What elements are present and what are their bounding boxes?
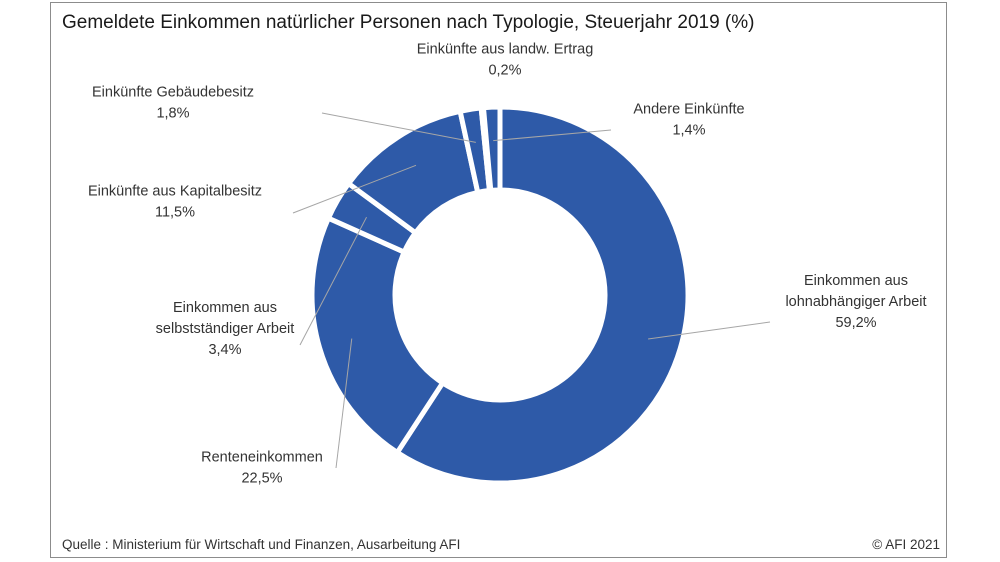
slice-label-3: Einkünfte aus Kapitalbesitz — [88, 184, 262, 200]
leader-line-6 — [493, 129, 612, 142]
data-label-4: 1,8% — [156, 106, 189, 122]
data-label-3: 11,5% — [155, 205, 195, 221]
slice-label-0: lohnabhängiger Arbeit — [785, 294, 926, 310]
slice-label-1: Renteneinkommen — [201, 450, 323, 466]
chart-title: Gemeldete Einkommen natürlicher Personen… — [62, 12, 755, 33]
data-label-2: 3,4% — [208, 342, 241, 358]
slice-label-2: selbstständiger Arbeit — [156, 321, 295, 337]
data-label-6: 1,4% — [672, 123, 705, 139]
copyright-note: © AFI 2021 — [872, 537, 940, 552]
slice-0 — [393, 104, 691, 486]
slice-label-5: Einkünfte aus landw. Ertrag — [417, 42, 594, 58]
slice-label-6: Andere Einkünfte — [633, 102, 744, 118]
leader-line-2 — [299, 216, 367, 346]
data-label-5: 0,2% — [488, 63, 521, 79]
slice-6 — [480, 104, 503, 194]
leader-line-1 — [335, 338, 353, 469]
source-note: Quelle : Ministerium für Wirtschaft und … — [62, 537, 461, 552]
data-label-1: 22,5% — [241, 471, 282, 487]
leader-line-4 — [321, 112, 476, 143]
slice-label-2: Einkommen aus — [173, 300, 277, 316]
leader-line-0 — [648, 321, 771, 340]
slice-label-0: Einkommen aus — [804, 273, 908, 289]
data-label-0: 59,2% — [835, 315, 876, 331]
slice-1 — [309, 214, 447, 456]
slice-label-4: Einkünfte Gebäudebesitz — [92, 85, 254, 101]
leader-line-3 — [292, 164, 417, 214]
